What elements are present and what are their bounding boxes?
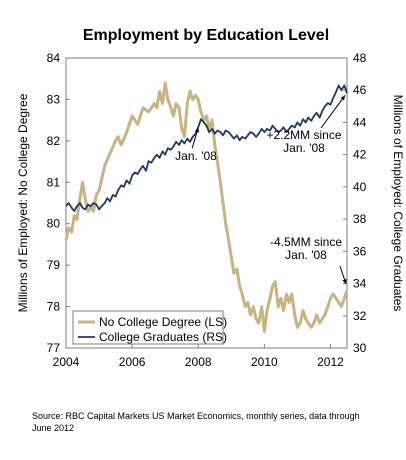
- left-tick-label: 84: [47, 51, 61, 65]
- series-line-1: [65, 84, 348, 212]
- left-tick-label: 78: [47, 300, 61, 314]
- left-axis-title: Millions of Employed: No College Degree: [16, 93, 30, 312]
- plot-area: [65, 57, 348, 349]
- right-tick-label: 30: [353, 341, 367, 355]
- legend-label-0: No College Degree (LS): [99, 315, 227, 329]
- right-axis-title: Millions of Employed: College Graduates: [391, 95, 405, 312]
- left-tick-label: 79: [47, 258, 61, 272]
- left-tick-label: 82: [47, 134, 61, 148]
- left-axis-ticks: 77 78 79 80 81 82 83 84: [47, 51, 70, 355]
- series-group: [64, 81, 349, 333]
- no-college-change-text: Jan. '08: [285, 248, 327, 262]
- right-tick-label: 44: [353, 115, 367, 129]
- x-tick-label: 2004: [53, 355, 80, 369]
- college-change-text: +2.2MM since: [266, 128, 341, 142]
- right-tick-label: 32: [353, 309, 367, 323]
- legend-label-1: College Graduates (RS): [99, 330, 227, 344]
- legend: No College Degree (LS)College Graduates …: [72, 310, 227, 345]
- x-tick-label: 2006: [119, 355, 146, 369]
- x-tick-label: 2010: [251, 355, 278, 369]
- college-change-arrow-head: [340, 95, 345, 101]
- no-college-change-text: -4.5MM since: [270, 235, 342, 249]
- series-line-0: [64, 81, 349, 333]
- right-tick-label: 46: [353, 83, 367, 97]
- left-tick-label: 80: [47, 217, 61, 231]
- left-tick-label: 77: [47, 341, 61, 355]
- right-axis-ticks: 30 32 34 36 38 40 42 44 46 48: [343, 51, 367, 355]
- x-tick-label: 2012: [317, 355, 344, 369]
- right-tick-label: 42: [353, 148, 367, 162]
- x-axis-ticks: 2004 2006 2008 2010 2012: [53, 344, 344, 369]
- jan08-text: Jan. '08: [175, 149, 217, 163]
- right-tick-label: 48: [353, 51, 367, 65]
- x-tick-label: 2008: [185, 355, 212, 369]
- right-tick-label: 34: [353, 277, 367, 291]
- left-tick-label: 81: [47, 175, 61, 189]
- legend-box: [72, 310, 224, 345]
- college-change-arrow-line: [320, 95, 346, 129]
- chart-title: Employment by Education Level: [83, 27, 329, 44]
- left-tick-label: 83: [47, 92, 61, 106]
- jan08-arrow-head: [194, 127, 200, 133]
- right-tick-label: 38: [353, 212, 367, 226]
- source-note: Source: RBC Capital Markets US Market Ec…: [32, 411, 360, 433]
- right-tick-label: 40: [353, 180, 367, 194]
- no-college-change-arrow-head: [342, 279, 347, 284]
- college-change-text: Jan. '08: [283, 141, 325, 155]
- right-tick-label: 36: [353, 244, 367, 258]
